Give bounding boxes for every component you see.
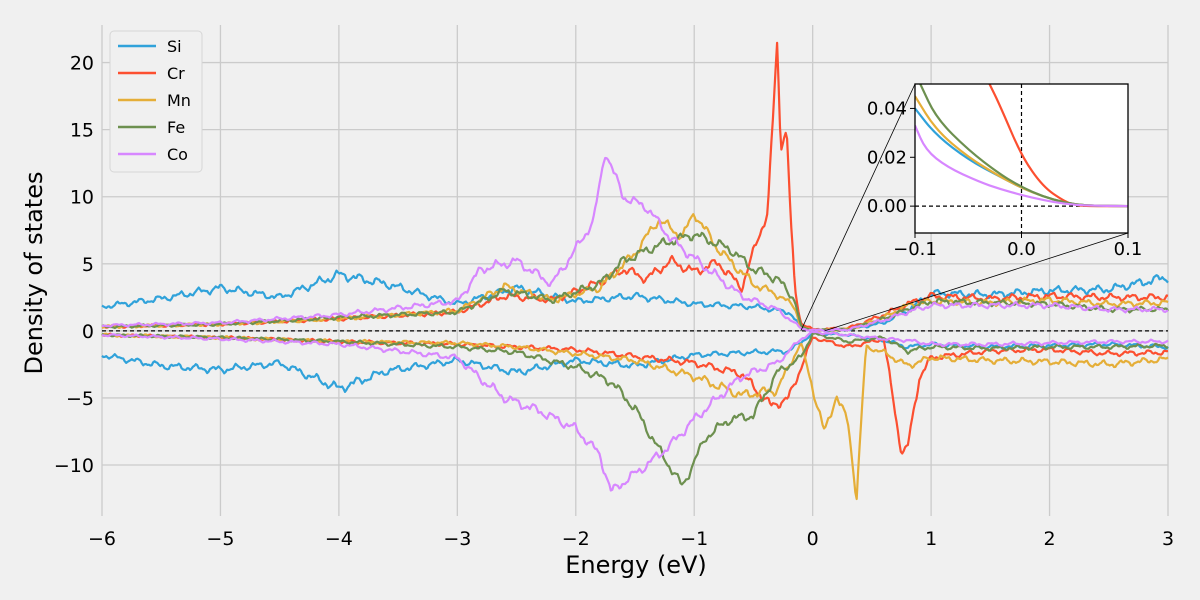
series-fe-spin-down-line bbox=[101, 332, 1169, 486]
main-series bbox=[101, 41, 1169, 501]
y-tick-label: 15 bbox=[70, 120, 94, 142]
legend-box bbox=[109, 30, 203, 173]
legend-label-fe: Fe bbox=[167, 118, 185, 137]
legend-label-mn: Mn bbox=[167, 91, 191, 110]
inset-x-tick-label: −0.1 bbox=[893, 239, 937, 260]
x-tick-label: 3 bbox=[1162, 528, 1174, 550]
x-tick-label: −1 bbox=[680, 528, 708, 550]
x-tick-label: −5 bbox=[206, 528, 234, 550]
x-tick-label: 2 bbox=[1044, 528, 1056, 550]
y-tick-label: −10 bbox=[54, 455, 94, 477]
y-tick-label: 0 bbox=[82, 321, 94, 343]
y-tick-label: 20 bbox=[70, 53, 94, 75]
legend-label-si: Si bbox=[167, 37, 182, 56]
y-axis-label: Density of states bbox=[20, 172, 48, 375]
x-tick-label: 1 bbox=[925, 528, 937, 550]
series-mn-spin-up-line bbox=[101, 213, 1169, 333]
x-tick-label: −4 bbox=[325, 528, 353, 550]
x-axis-label: Energy (eV) bbox=[565, 551, 707, 579]
x-tick-label: −2 bbox=[562, 528, 590, 550]
series-mn-spin-down-line bbox=[101, 332, 1169, 501]
legend: Si Cr Mn Fe Co bbox=[109, 30, 203, 173]
y-tick-label: 10 bbox=[70, 187, 94, 209]
series-co-spin-up-line bbox=[101, 156, 1169, 333]
inset-series bbox=[915, 84, 1128, 208]
inset-series-co-line bbox=[915, 125, 1128, 208]
inset-zoom-plot: −0.1 0.0 0.1 0.00 0.02 0.04 bbox=[867, 83, 1143, 260]
zoom-connector-lines bbox=[800, 83, 1129, 332]
series-co-spin-down-line bbox=[101, 330, 1169, 492]
legend-label-co: Co bbox=[167, 145, 188, 164]
zoom-connector-left bbox=[800, 83, 916, 332]
zoom-connector-right bbox=[824, 232, 1129, 332]
inset-y-tick-label: 0.04 bbox=[867, 98, 907, 119]
y-tick-label: 5 bbox=[82, 254, 94, 276]
inset-y-tick-label: 0.02 bbox=[867, 147, 907, 168]
inset-x-tick-label: 0.0 bbox=[1007, 239, 1036, 260]
x-tick-label: 0 bbox=[807, 528, 819, 550]
inset-x-tick-label: 0.1 bbox=[1114, 239, 1143, 260]
y-tick-label: −5 bbox=[66, 388, 94, 410]
x-tick-label: −3 bbox=[443, 528, 471, 550]
legend-label-cr: Cr bbox=[167, 64, 185, 83]
x-tick-label: −6 bbox=[88, 528, 116, 550]
inset-y-tick-label: 0.00 bbox=[867, 196, 907, 217]
